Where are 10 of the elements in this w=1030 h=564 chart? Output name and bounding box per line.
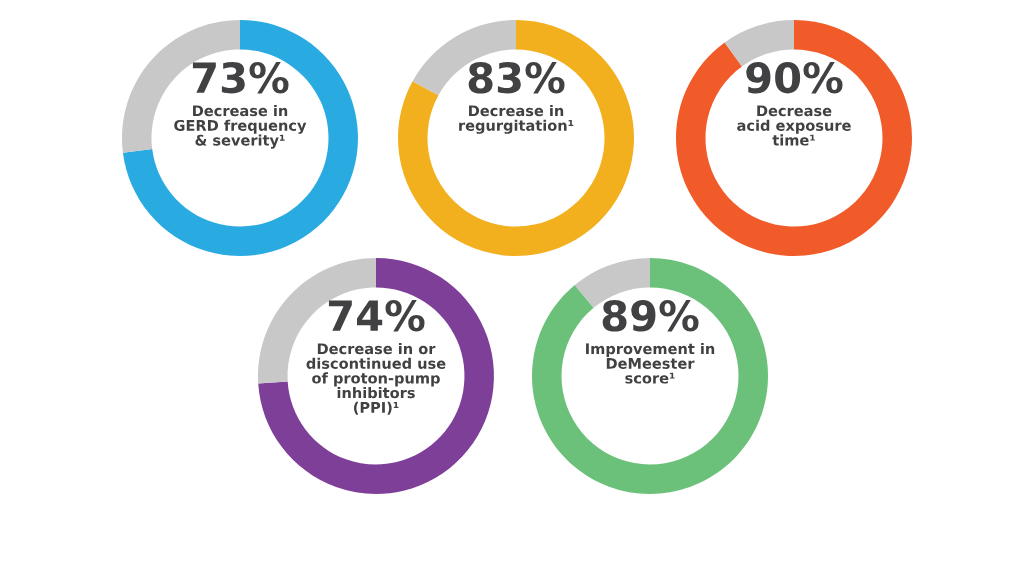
text: Decrease acid exposure time¹ [737, 105, 851, 146]
text: Improvement in DeMeester score¹ [586, 342, 715, 384]
data-label: 83% [468, 61, 565, 94]
data-label: 90% [746, 61, 843, 94]
data-label: 73% [192, 61, 289, 94]
data-label: 74% [328, 299, 425, 332]
data-label: 89% [602, 299, 699, 332]
text: Decrease in GERD frequency & severity¹ [174, 104, 307, 149]
text: Decrease in regurgitation¹ [459, 104, 574, 134]
text: Decrease in or discontinued use of proton-pump inhibitors (PPI)¹ [306, 342, 446, 415]
